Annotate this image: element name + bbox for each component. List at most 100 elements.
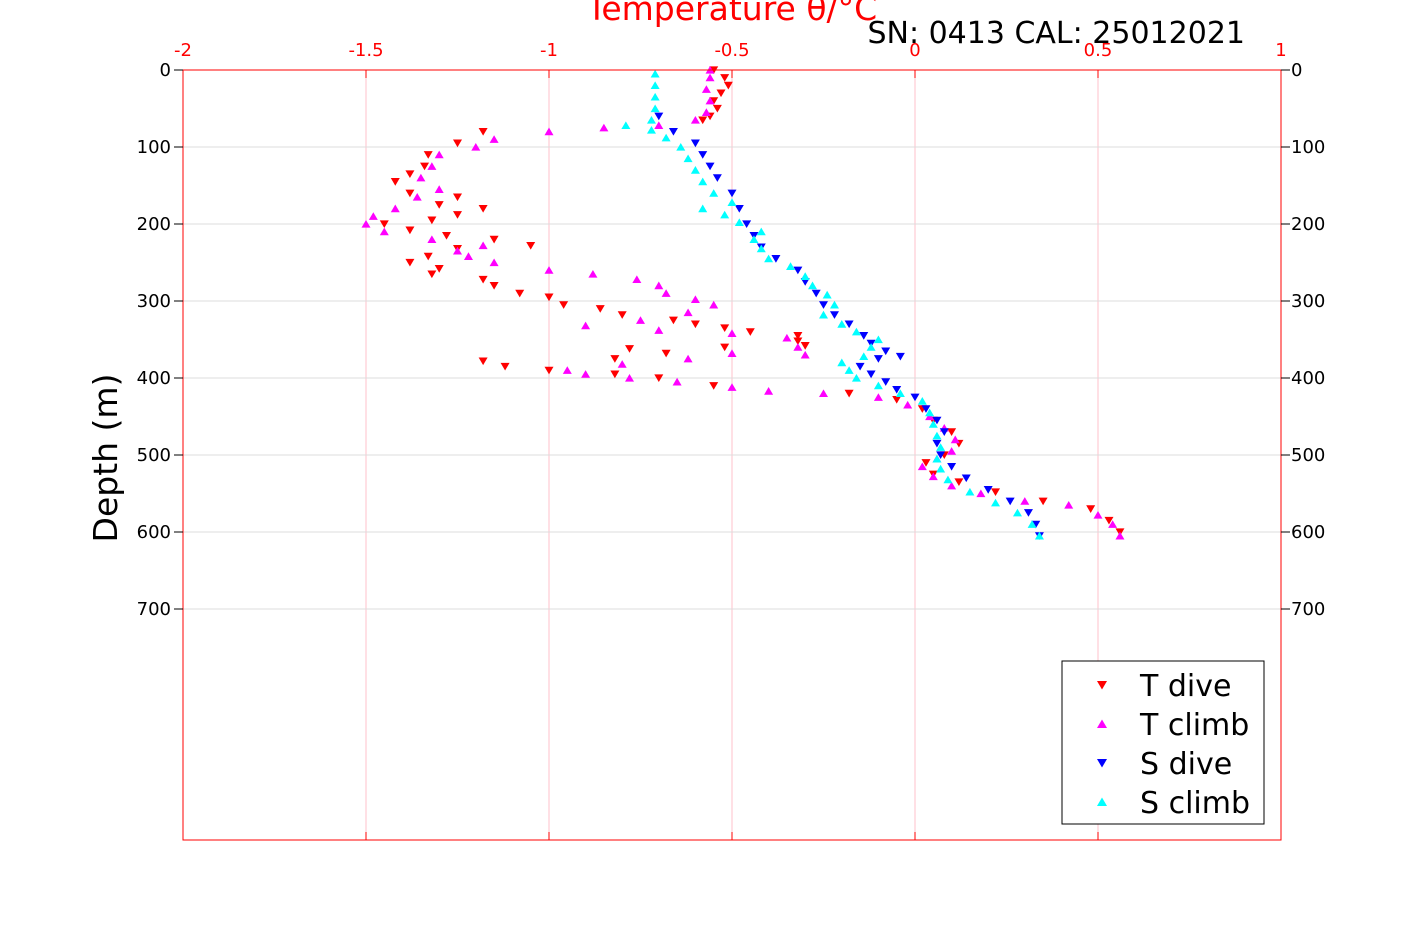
y-tick-label-left: 600 bbox=[137, 522, 171, 543]
x-tick-label: -1 bbox=[540, 40, 558, 61]
data-point bbox=[1108, 520, 1118, 528]
data-point bbox=[712, 174, 722, 182]
data-point bbox=[829, 311, 839, 319]
data-point bbox=[442, 231, 452, 240]
data-point bbox=[742, 220, 752, 229]
data-point bbox=[720, 324, 730, 332]
data-point bbox=[1031, 520, 1041, 529]
x-tick-label: 0.5 bbox=[1084, 40, 1113, 61]
data-point bbox=[910, 393, 920, 402]
data-point bbox=[420, 162, 430, 171]
data-point bbox=[690, 166, 700, 174]
data-point bbox=[819, 301, 828, 309]
data-point bbox=[654, 112, 664, 121]
data-point bbox=[936, 464, 946, 473]
data-point bbox=[654, 374, 664, 383]
data-point bbox=[709, 189, 719, 197]
legend-marker bbox=[1097, 719, 1107, 728]
data-point bbox=[764, 387, 774, 395]
x-tick-label: -0.5 bbox=[714, 40, 749, 61]
y-tick-label-right: 400 bbox=[1291, 368, 1325, 389]
data-point bbox=[701, 85, 711, 93]
data-point bbox=[427, 162, 437, 170]
y-tick-label-left: 300 bbox=[137, 291, 171, 312]
data-point bbox=[782, 333, 792, 342]
data-point bbox=[427, 216, 437, 225]
data-point bbox=[676, 142, 686, 151]
data-point bbox=[1012, 508, 1022, 517]
data-point bbox=[661, 289, 671, 297]
data-point bbox=[690, 320, 700, 329]
data-point bbox=[727, 198, 737, 207]
data-point bbox=[961, 474, 971, 483]
data-point bbox=[976, 489, 986, 498]
data-point bbox=[925, 412, 935, 421]
data-point bbox=[1027, 520, 1037, 528]
data-point bbox=[947, 481, 957, 490]
data-point bbox=[617, 360, 627, 368]
data-point bbox=[793, 337, 803, 346]
data-point bbox=[559, 301, 569, 309]
data-point bbox=[822, 290, 832, 299]
data-point bbox=[595, 305, 605, 313]
data-point bbox=[932, 439, 942, 448]
data-point bbox=[928, 420, 938, 428]
data-point bbox=[453, 139, 462, 148]
data-point bbox=[434, 185, 444, 193]
legend-marker bbox=[1097, 759, 1107, 768]
data-point bbox=[859, 332, 869, 340]
data-point bbox=[932, 416, 942, 425]
data-point bbox=[427, 270, 437, 279]
data-point bbox=[720, 343, 730, 352]
y-tick-label-right: 600 bbox=[1291, 522, 1325, 543]
data-point bbox=[873, 381, 883, 390]
data-point bbox=[668, 128, 678, 136]
data-point bbox=[698, 177, 708, 186]
data-point bbox=[588, 270, 598, 278]
data-point bbox=[610, 355, 620, 363]
data-point bbox=[892, 385, 902, 394]
data-point bbox=[1038, 497, 1048, 506]
data-point bbox=[873, 335, 883, 344]
data-point bbox=[800, 272, 810, 280]
data-point bbox=[793, 332, 803, 340]
data-point bbox=[892, 395, 902, 404]
data-point bbox=[515, 289, 525, 298]
data-point bbox=[1005, 497, 1015, 506]
y-axis-label: Depth (m) bbox=[86, 374, 125, 543]
data-point bbox=[928, 472, 938, 481]
data-point bbox=[819, 310, 828, 319]
data-point bbox=[599, 123, 609, 132]
data-point bbox=[932, 454, 942, 463]
x-tick-label: 1 bbox=[1275, 40, 1286, 61]
legend-item: T climb bbox=[1097, 708, 1249, 743]
data-point bbox=[851, 327, 861, 336]
series-s-dive bbox=[654, 112, 1044, 540]
data-point bbox=[873, 355, 883, 363]
data-point bbox=[917, 462, 927, 471]
data-point bbox=[453, 246, 462, 255]
data-point bbox=[932, 431, 942, 440]
data-point bbox=[405, 226, 415, 235]
data-point bbox=[668, 316, 678, 325]
data-point bbox=[625, 373, 635, 382]
data-point bbox=[895, 389, 905, 397]
data-point bbox=[434, 201, 444, 209]
data-point bbox=[793, 266, 803, 275]
data-point bbox=[544, 266, 554, 274]
data-point bbox=[866, 370, 876, 379]
data-point bbox=[368, 212, 378, 220]
legend: T dive T climb S dive S climb bbox=[1061, 660, 1265, 825]
data-point bbox=[489, 282, 499, 290]
data-point bbox=[1104, 516, 1114, 525]
data-point bbox=[925, 408, 935, 417]
data-point bbox=[819, 389, 828, 397]
data-point bbox=[650, 92, 660, 101]
data-point bbox=[489, 258, 499, 267]
data-point bbox=[745, 328, 755, 336]
data-point bbox=[698, 116, 708, 125]
data-point bbox=[800, 350, 810, 359]
legend-label: S dive bbox=[1140, 747, 1232, 782]
data-point bbox=[412, 193, 422, 201]
data-point bbox=[844, 320, 854, 329]
